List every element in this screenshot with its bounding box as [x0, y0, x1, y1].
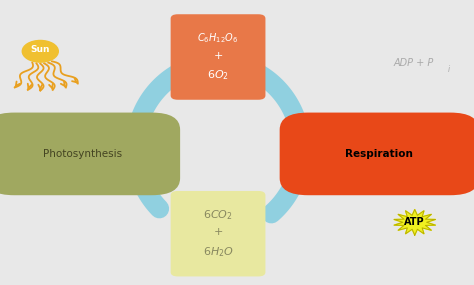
- Text: ADP + P: ADP + P: [393, 58, 434, 68]
- Text: Respiration: Respiration: [345, 149, 413, 159]
- FancyBboxPatch shape: [280, 113, 474, 195]
- FancyBboxPatch shape: [171, 14, 265, 100]
- Circle shape: [22, 40, 58, 62]
- Polygon shape: [394, 209, 436, 235]
- Text: $6O_2$: $6O_2$: [207, 69, 229, 82]
- Text: Sun: Sun: [30, 45, 50, 54]
- Text: $6CO_2$: $6CO_2$: [203, 208, 233, 222]
- FancyBboxPatch shape: [0, 113, 180, 195]
- Text: Photosynthesis: Photosynthesis: [44, 149, 122, 159]
- Text: i: i: [448, 65, 450, 74]
- Text: ATP: ATP: [404, 217, 425, 227]
- Text: +: +: [213, 50, 223, 61]
- Text: +: +: [213, 227, 223, 237]
- Text: $6H_2O$: $6H_2O$: [202, 245, 234, 259]
- FancyBboxPatch shape: [171, 191, 265, 276]
- Text: $C_6H_{12}O_6$: $C_6H_{12}O_6$: [197, 32, 239, 45]
